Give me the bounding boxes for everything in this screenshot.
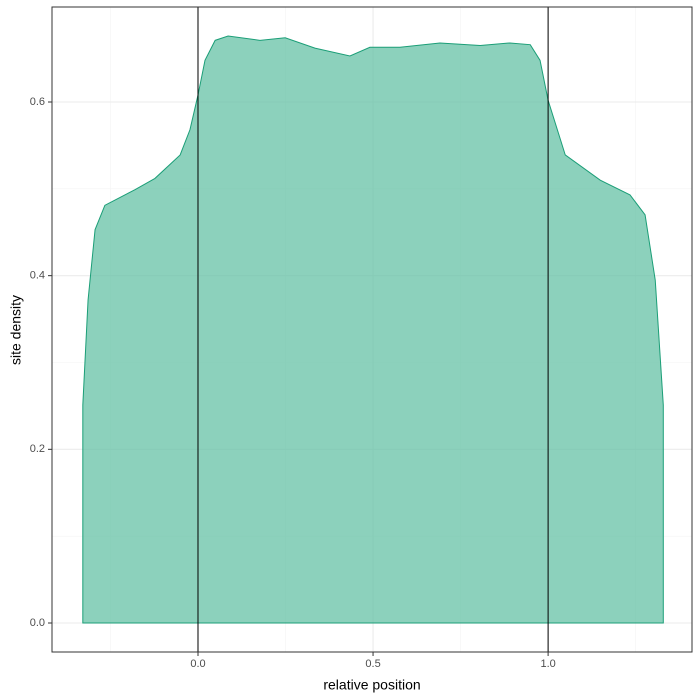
y-tick-label: 0.6 <box>30 96 45 108</box>
y-tick-label: 0.2 <box>30 443 45 455</box>
panel-border <box>51 6 693 653</box>
x-tick-label: 1.0 <box>540 658 555 670</box>
y-tick-label: 0.4 <box>30 270 45 282</box>
x-axis-title: relative position <box>323 677 420 693</box>
y-tick-label: 0.0 <box>30 617 45 629</box>
density-area <box>82 35 664 624</box>
x-tick-label: 0.0 <box>190 658 205 670</box>
x-tick-label: 0.5 <box>365 658 380 670</box>
y-axis-title: site density <box>8 295 24 365</box>
